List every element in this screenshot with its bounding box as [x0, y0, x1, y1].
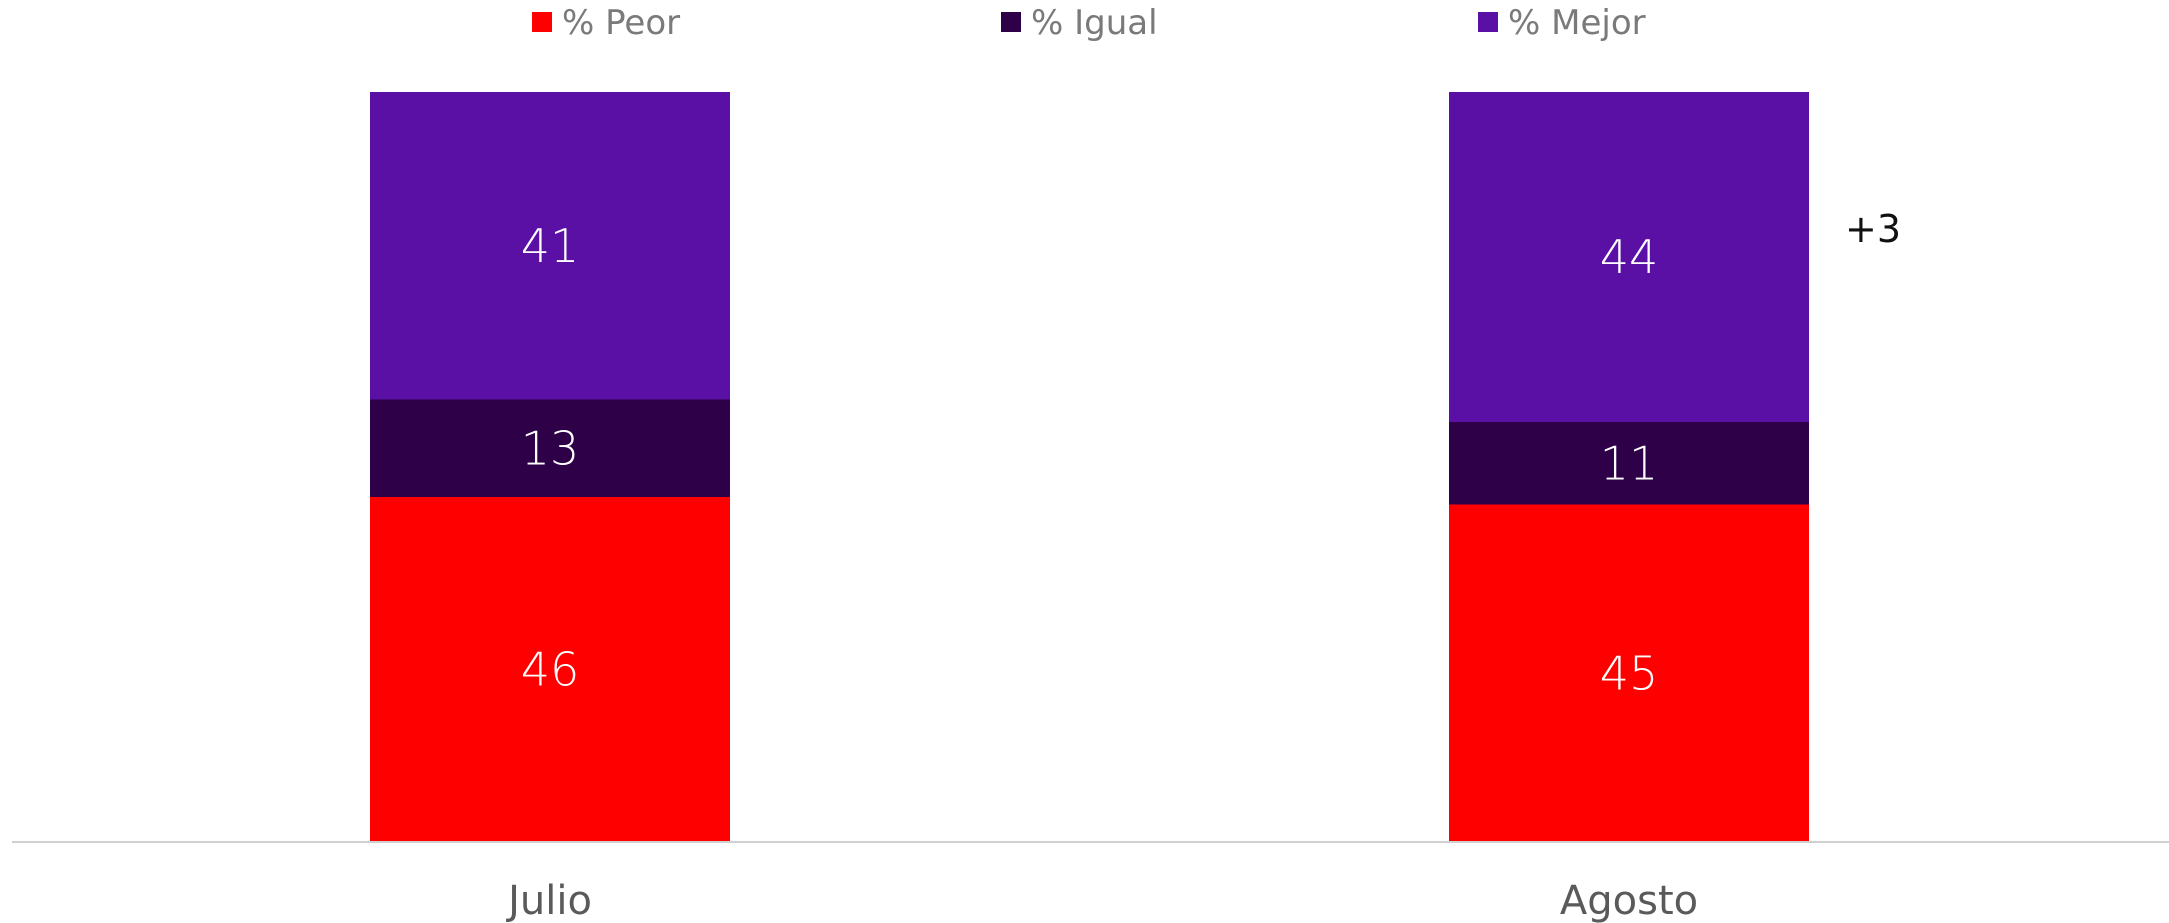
legend-item-igual: % Igual	[1001, 3, 1158, 43]
value-label-agosto-igual: 11	[1600, 436, 1659, 490]
value-label-agosto-peor: 45	[1600, 646, 1659, 700]
category-label-julio: Julio	[505, 878, 592, 923]
change-annotation: +3	[1845, 207, 1901, 251]
legend-label-igual: % Igual	[1031, 3, 1158, 43]
bar-segment-agosto-peor	[1449, 504, 1809, 842]
value-label-agosto-mejor: 44	[1600, 230, 1659, 284]
legend-item-mejor: % Mejor	[1478, 3, 1646, 43]
value-label-julio-peor: 46	[521, 643, 580, 697]
bar-julio: 46 13 41	[370, 92, 730, 842]
bar-agosto: 45 11 44	[1449, 92, 1809, 842]
bar-segment-julio-igual	[370, 399, 730, 497]
bar-segment-julio-mejor	[370, 92, 730, 400]
bar-segment-julio-peor	[370, 497, 730, 842]
legend-swatch-igual	[1001, 12, 1021, 32]
legend-label-mejor: % Mejor	[1508, 3, 1646, 43]
legend: % Peor % Igual % Mejor	[532, 3, 1646, 43]
bar-segment-agosto-mejor	[1449, 92, 1809, 422]
bar-segment-agosto-igual	[1449, 422, 1809, 505]
value-label-julio-igual: 13	[521, 421, 580, 475]
legend-swatch-mejor	[1478, 12, 1498, 32]
legend-item-peor: % Peor	[532, 3, 680, 43]
value-label-julio-mejor: 41	[521, 219, 580, 273]
legend-label-peor: % Peor	[562, 3, 680, 43]
category-label-agosto: Agosto	[1560, 878, 1698, 923]
legend-swatch-peor	[532, 12, 552, 32]
